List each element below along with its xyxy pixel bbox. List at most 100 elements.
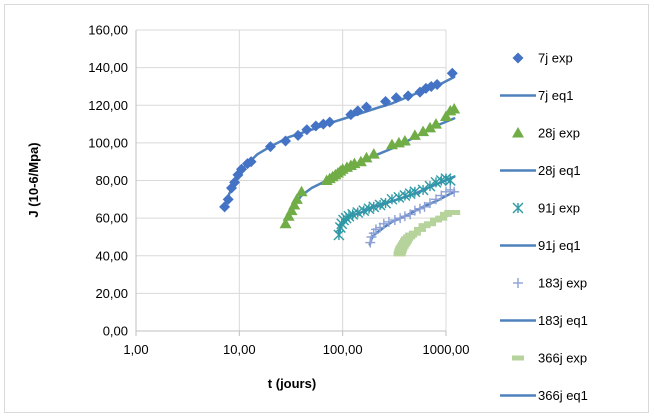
legend-label: 7j exp [538, 51, 573, 66]
data-point [279, 217, 292, 229]
legend-label: 28j eq1 [538, 163, 581, 178]
data-point [424, 198, 435, 209]
data-point [413, 226, 426, 232]
legend-item: 183j eq1 [500, 313, 588, 328]
legend-label: 183j exp [538, 276, 587, 291]
data-point [429, 118, 442, 129]
legend-item: 28j exp [512, 126, 580, 141]
data-point [444, 175, 456, 186]
y-tick-label: 40,00 [95, 248, 128, 263]
data-point [378, 218, 389, 229]
series-points-28j-exp [279, 103, 461, 229]
data-point [282, 210, 295, 221]
data-point [290, 193, 303, 204]
legend-label: 366j exp [538, 351, 587, 366]
legend-item: 7j eq1 [500, 88, 573, 103]
y-tick-label: 100,00 [88, 135, 128, 150]
legend-item: 366j exp [512, 351, 587, 366]
series-points-7j-exp [219, 67, 458, 213]
data-point [448, 209, 461, 215]
y-tick-label: 140,00 [88, 60, 128, 75]
data-point [449, 186, 460, 197]
data-point [431, 79, 443, 91]
legend-label: 183j eq1 [538, 313, 588, 328]
data-point [395, 213, 406, 224]
data-point [295, 185, 308, 197]
legend-label: 7j eq1 [538, 88, 573, 103]
data-point [288, 198, 301, 210]
data-point [409, 205, 420, 216]
data-point [448, 103, 461, 114]
data-point [419, 201, 430, 212]
data-point [417, 125, 430, 137]
data-point [424, 180, 436, 192]
data-point [389, 215, 400, 226]
data-point [222, 193, 234, 205]
y-tick-label: 60,00 [95, 211, 128, 226]
data-point [354, 155, 367, 167]
data-point [380, 95, 392, 107]
plot-series [219, 67, 461, 257]
data-point [423, 121, 436, 133]
legend-label: 91j eq1 [538, 238, 581, 253]
data-point [408, 230, 421, 236]
y-tick-label: 0,00 [103, 324, 128, 339]
data-point [236, 163, 248, 175]
legend-label: 91j exp [538, 201, 580, 216]
data-point [383, 216, 394, 227]
legend-marker-symbol [512, 127, 524, 138]
series-points-366j-exp [393, 209, 461, 257]
data-point [408, 129, 421, 140]
legend-marker-symbol [512, 355, 524, 361]
data-point [386, 193, 398, 205]
data-point [301, 124, 313, 136]
data-point [352, 206, 364, 218]
data-point [393, 191, 405, 203]
data-point [219, 201, 231, 213]
data-point [352, 105, 364, 117]
data-point [368, 201, 380, 213]
data-point [310, 120, 322, 132]
x-axis-title: t (jours) [268, 376, 316, 391]
data-point [399, 211, 410, 222]
data-point [324, 116, 336, 128]
data-point [360, 101, 372, 113]
data-point [370, 224, 381, 235]
chart-frame [4, 4, 649, 413]
legend-label: 366j eq1 [538, 388, 588, 403]
x-tick-label: 100,00 [323, 342, 363, 357]
data-point [423, 221, 436, 227]
legend: 7j exp 7j eq1 28j exp 28j eq1 91j exp 91j eq1… [500, 51, 588, 403]
y-tick-label: 80,00 [95, 173, 128, 188]
data-point [414, 203, 425, 214]
legend-item: 366j eq1 [500, 388, 588, 403]
data-point [367, 148, 380, 159]
data-point [435, 215, 448, 221]
data-point [409, 186, 421, 198]
y-tick-label: 160,00 [88, 23, 128, 38]
axes: 0,00 20,00 40,00 60,00 80,00 100,00 120,00 140,… [88, 23, 469, 358]
data-point [285, 204, 298, 216]
legend-marker-symbol [512, 202, 524, 214]
legend-marker-symbol [513, 278, 523, 288]
data-point [264, 141, 276, 153]
data-point [430, 194, 441, 205]
legend-item: 91j exp [512, 201, 580, 216]
y-axis-title: J (10-6/Mpa) [26, 142, 41, 217]
x-tick-label: 10,00 [223, 342, 256, 357]
gridlines [135, 29, 447, 332]
data-point [292, 129, 304, 141]
data-point [245, 156, 257, 168]
legend-label: 28j exp [538, 126, 580, 141]
data-point [380, 197, 392, 209]
x-tick-label: 1000,00 [423, 342, 470, 357]
data-point [280, 135, 292, 147]
data-point [440, 110, 452, 122]
legend-item: 91j eq1 [500, 238, 581, 253]
series-points-183j-exp [365, 184, 460, 248]
series-points-91j-exp [333, 173, 456, 241]
data-point [360, 151, 373, 163]
data-point [402, 90, 414, 102]
data-point [417, 184, 429, 196]
